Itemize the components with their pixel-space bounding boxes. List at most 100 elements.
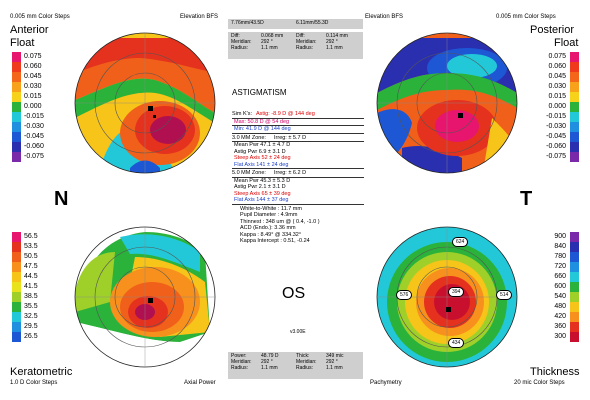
elevation-left-tick: 0.015 bbox=[24, 93, 42, 100]
elevation-left-swatch bbox=[12, 82, 21, 92]
thickness-scale bbox=[570, 232, 579, 342]
elevation-right-tick: -0.015 bbox=[546, 113, 566, 120]
thickness-tick: 780 bbox=[554, 253, 566, 260]
anterior-elevation-map[interactable] bbox=[60, 18, 230, 188]
keratometric-swatch bbox=[12, 332, 21, 342]
keratometric-tick: 47.5 bbox=[24, 263, 38, 270]
version-label: v3.00E bbox=[290, 329, 306, 335]
elevation-right-swatch bbox=[570, 132, 579, 142]
thickness-swatch bbox=[570, 272, 579, 282]
thickness-tick: 300 bbox=[554, 333, 566, 340]
elevation-left-swatch bbox=[12, 52, 21, 62]
thickness-swatch bbox=[570, 312, 579, 322]
thickness-tick: 420 bbox=[554, 313, 566, 320]
elevation-left-tick: 0.075 bbox=[24, 53, 42, 60]
simk-min: Min: 41.9 D @ 144 deg bbox=[232, 126, 364, 134]
elevation-left-swatch bbox=[12, 122, 21, 132]
thickness-tick: 660 bbox=[554, 273, 566, 280]
keratometric-swatch bbox=[12, 232, 21, 242]
kappa-intercept: Kappa Intercept : 0.51, -0.24 bbox=[240, 238, 310, 244]
thickness-tick: 360 bbox=[554, 323, 566, 330]
keratometric-tick: 32.5 bbox=[24, 313, 38, 320]
thickness-tick: 480 bbox=[554, 303, 566, 310]
elevation-left-tick: 0.000 bbox=[24, 103, 42, 110]
elevation-left-tick: -0.075 bbox=[24, 153, 44, 160]
keratometric-tick: 29.5 bbox=[24, 323, 38, 330]
elevation-right-tick: -0.045 bbox=[546, 133, 566, 140]
elevation-right-swatch bbox=[570, 142, 579, 152]
keratometric-swatch bbox=[12, 292, 21, 302]
elevation-right-swatch bbox=[570, 72, 579, 82]
zone3-steep: Steep Axis 52 ± 24 deg bbox=[234, 155, 291, 161]
kappa: Kappa : 8.49° @ 334.32° bbox=[240, 231, 302, 238]
temporal-label: T bbox=[520, 188, 533, 210]
thickness-tick: 540 bbox=[554, 293, 566, 300]
eye-label: OS bbox=[282, 285, 306, 302]
zone3-mean: Mean Pwr 47.1 ± 4.7 D bbox=[234, 142, 291, 148]
thickness-swatch bbox=[570, 252, 579, 262]
simk-max: Max: 50.8 D @ 54 deg bbox=[232, 119, 364, 126]
zone3-astig: Astig Pwr 6.9 ± 3.1 D bbox=[234, 148, 286, 155]
thickness-swatch bbox=[570, 332, 579, 342]
elevation-scale-left-ticks: 0.075 0.060 0.045 0.030 0.015 0.000 -0.015 -0.0… bbox=[24, 52, 54, 162]
keratometric-tick: 41.5 bbox=[24, 283, 38, 290]
elevation-right-swatch bbox=[570, 62, 579, 72]
simk-row: Sim K's: Astig: -8.9 D @ 144 deg bbox=[232, 111, 364, 119]
elevation-left-swatch bbox=[12, 132, 21, 142]
elevation-left-swatch bbox=[12, 62, 21, 72]
elevation-left-tick: 0.060 bbox=[24, 63, 42, 70]
elevation-right-swatch bbox=[570, 82, 579, 92]
keratometric-tick: 26.5 bbox=[24, 333, 38, 340]
keratometric-swatch bbox=[12, 312, 21, 322]
elevation-left-tick: 0.045 bbox=[24, 73, 42, 80]
elevation-right-tick: 0.045 bbox=[548, 73, 566, 80]
astigmatism-title: ASTIGMATISM bbox=[232, 88, 287, 97]
keratometric-tick: 53.5 bbox=[24, 243, 38, 250]
thickness-swatch bbox=[570, 322, 579, 332]
thickness-swatch bbox=[570, 282, 579, 292]
bfs-right-box: 6.11mm/55.3D bbox=[293, 19, 363, 29]
keratometric-tick: 38.5 bbox=[24, 293, 38, 300]
elevation-right-tick: 0.060 bbox=[548, 63, 566, 70]
elevation-left-swatch bbox=[12, 92, 21, 102]
keratometric-swatch bbox=[12, 272, 21, 282]
zone5-mean: Mean Pwr 45.3 ± 5.3 D bbox=[234, 177, 291, 184]
keratometric-swatch bbox=[12, 252, 21, 262]
acd-endo: ACD (Endo.): 3.36 mm bbox=[240, 225, 296, 231]
pachy-value-center: 394 bbox=[448, 287, 465, 297]
pachy-value-top: 624 bbox=[452, 237, 469, 247]
thickness-tick: 900 bbox=[554, 233, 566, 240]
zone3-flat: Flat Axis 141 ± 24 deg bbox=[232, 162, 364, 169]
zone5-steep: Steep Axis 65 ± 39 deg bbox=[234, 190, 291, 197]
keratometric-scale bbox=[12, 232, 21, 342]
elevation-right-swatch bbox=[570, 112, 579, 122]
pachy-value-left: 576 bbox=[396, 290, 413, 300]
thinnest: Thinnest : 348 um @ ( 0.4, -1.0 ) bbox=[240, 218, 320, 225]
elevation-right-tick: 0.075 bbox=[548, 53, 566, 60]
thickness-tick: 720 bbox=[554, 263, 566, 270]
keratometric-swatch bbox=[12, 242, 21, 252]
left-elevation-bfs: Elevation BFS bbox=[180, 14, 219, 20]
elevation-left-swatch bbox=[12, 142, 21, 152]
astigmatism-panel: ASTIGMATISM Sim K's: Astig: -8.9 D @ 144… bbox=[232, 88, 364, 245]
elevation-scale-right-ticks: 0.075 0.060 0.045 0.030 0.015 0.000 -0.015 -0.0… bbox=[536, 52, 566, 162]
left-color-steps: 0.005 mm Color Steps bbox=[10, 14, 70, 20]
keratometric-tick: 35.5 bbox=[24, 303, 38, 310]
posterior-float-label: Float bbox=[554, 37, 579, 49]
elevation-left-tick: -0.045 bbox=[24, 133, 44, 140]
thickness-swatch bbox=[570, 232, 579, 242]
keratometric-swatch bbox=[12, 262, 21, 272]
elevation-right-swatch bbox=[570, 52, 579, 62]
thickness-swatch bbox=[570, 242, 579, 252]
keratometric-scale-ticks: 56.5 53.5 50.5 47.5 44.5 41.5 38.5 35.5 32.5 29.5… bbox=[24, 232, 54, 342]
elevation-right-swatch bbox=[570, 92, 579, 102]
posterior-elevation-map[interactable] bbox=[362, 18, 532, 188]
elevation-left-swatch bbox=[12, 152, 21, 162]
thickness-label: Thickness bbox=[530, 366, 580, 378]
thickness-tick: 600 bbox=[554, 283, 566, 290]
elevation-right-tick: -0.060 bbox=[546, 143, 566, 150]
elevation-right-swatch bbox=[570, 152, 579, 162]
pachymetry-map[interactable] bbox=[362, 212, 532, 382]
elevation-scale-left bbox=[12, 52, 21, 162]
keratometric-map[interactable] bbox=[60, 212, 230, 382]
